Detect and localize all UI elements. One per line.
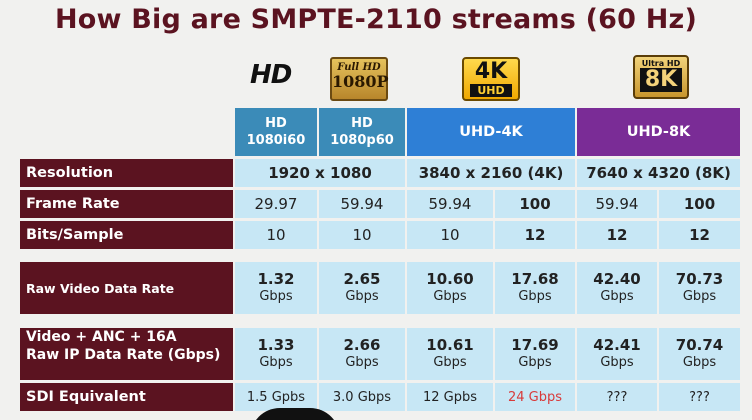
uhd-8k-logo-bottom: 8K	[640, 68, 682, 92]
uhd-4k-logo: 4K UHD	[462, 57, 520, 101]
ip-rate-unit: Gbps	[433, 355, 467, 370]
sdi-cell: ???	[659, 383, 740, 411]
resolution-uhd-4k: 3840 x 2160 (4K)	[407, 159, 575, 187]
bits-sample-cell: 10	[235, 221, 317, 249]
page-title: How Big are SMPTE-2110 streams (60 Hz)	[54, 4, 697, 35]
ip-rate-unit: Gbps	[345, 355, 379, 370]
ip-rate-cell: 17.69 Gbps	[495, 328, 575, 380]
sdi-cell: 24 Gbps	[495, 383, 575, 411]
raw-video-unit: Gbps	[433, 289, 467, 304]
full-hd-logo-bottom: 1080P	[332, 72, 389, 91]
raw-video-value: 42.40	[593, 270, 641, 288]
bits-sample-cell: 12	[495, 221, 575, 249]
raw-video-cell: 10.60 Gbps	[407, 262, 493, 314]
raw-video-unit: Gbps	[259, 289, 293, 304]
uhd-8k-logo-top: Ultra HD	[641, 59, 681, 68]
raw-video-unit: Gbps	[345, 289, 379, 304]
raw-video-value: 17.68	[511, 270, 559, 288]
sdi-cell: 12 Gpbs	[407, 383, 493, 411]
ip-rate-value: 10.61	[426, 336, 474, 354]
ip-rate-cell: 10.61 Gbps	[407, 328, 493, 380]
ip-rate-value: 1.33	[257, 336, 295, 354]
frame-rate-cell: 29.97	[235, 190, 317, 218]
sdi-cell: ???	[577, 383, 657, 411]
ip-rate-unit: Gbps	[682, 355, 717, 370]
raw-video-cell: 17.68 Gbps	[495, 262, 575, 314]
ip-rate-value: 42.41	[593, 336, 641, 354]
raw-video-cell: 2.65 Gbps	[319, 262, 405, 314]
ip-rate-value: 70.74	[675, 336, 724, 354]
raw-video-unit: Gbps	[682, 289, 717, 304]
raw-video-value: 10.60	[426, 270, 474, 288]
header-hd-1080i60-line2: 1080i60	[246, 133, 306, 148]
full-hd-logo: Full HD 1080P	[330, 57, 389, 101]
header-hd-1080p60-line1: HD	[351, 116, 373, 131]
presenter-head-silhouette	[250, 408, 340, 420]
bits-sample-cell: 12	[659, 221, 740, 249]
bits-sample-cell: 10	[407, 221, 493, 249]
sdi-cell: 1.5 Gpbs	[235, 383, 317, 411]
raw-video-unit: Gbps	[518, 289, 552, 304]
ip-rate-cell: 42.41 Gbps	[577, 328, 657, 380]
ip-rate-cell: 2.66 Gbps	[319, 328, 405, 380]
row-label-raw-video-data-rate: Raw Video Data Rate	[20, 262, 233, 314]
ip-rate-value: 17.69	[511, 336, 559, 354]
header-hd-1080p60: HD 1080p60	[319, 108, 405, 156]
ip-rate-unit: Gbps	[600, 355, 634, 370]
raw-video-value: 2.65	[343, 270, 381, 288]
resolution-uhd-8k: 7640 x 4320 (8K)	[577, 159, 740, 187]
header-uhd-4k: UHD-4K	[407, 108, 575, 156]
ip-rate-cell: 70.74 Gbps	[659, 328, 740, 380]
header-hd-1080i60: HD 1080i60	[235, 108, 317, 156]
row-label-resolution: Resolution	[20, 159, 233, 187]
uhd-8k-logo: Ultra HD 8K	[633, 55, 689, 99]
bits-sample-cell: 10	[319, 221, 405, 249]
uhd-4k-logo-top: 4K	[474, 59, 508, 84]
raw-video-unit: Gbps	[600, 289, 634, 304]
header-hd-1080i60-line1: HD	[265, 116, 287, 131]
raw-video-value: 70.73	[675, 270, 724, 288]
header-hd-1080p60-line2: 1080p60	[330, 133, 394, 148]
frame-rate-cell: 100	[659, 190, 740, 218]
full-hd-logo-top: Full HD	[337, 62, 381, 73]
raw-video-cell: 1.32 Gbps	[235, 262, 317, 314]
row-label-ip-data-rate-line1: Video + ANC + 16A	[26, 329, 177, 345]
row-label-frame-rate: Frame Rate	[20, 190, 233, 218]
hd-logo-text: HD	[250, 60, 292, 90]
header-uhd-8k: UHD-8K	[577, 108, 740, 156]
ip-rate-unit: Gbps	[518, 355, 552, 370]
raw-video-cell: 70.73 Gbps	[659, 262, 740, 314]
raw-video-cell: 42.40 Gbps	[577, 262, 657, 314]
raw-video-value: 1.32	[257, 270, 295, 288]
row-label-sdi-equivalent: SDI Equivalent	[20, 383, 233, 411]
ip-rate-cell: 1.33 Gbps	[235, 328, 317, 380]
resolution-hd: 1920 x 1080	[235, 159, 405, 187]
frame-rate-cell: 59.94	[319, 190, 405, 218]
row-label-ip-data-rate-line2: Raw IP Data Rate (Gbps)	[26, 347, 221, 363]
row-label-bits-sample: Bits/Sample	[20, 221, 233, 249]
bits-sample-cell: 12	[577, 221, 657, 249]
uhd-4k-logo-bottom: UHD	[470, 84, 512, 97]
row-label-ip-data-rate: Video + ANC + 16A Raw IP Data Rate (Gbps…	[20, 328, 233, 380]
ip-rate-value: 2.66	[343, 336, 381, 354]
frame-rate-cell: 59.94	[577, 190, 657, 218]
sdi-cell: 3.0 Gbps	[319, 383, 405, 411]
ip-rate-unit: Gbps	[259, 355, 293, 370]
frame-rate-cell: 59.94	[407, 190, 493, 218]
frame-rate-cell: 100	[495, 190, 575, 218]
hd-logo: HD	[250, 60, 310, 92]
